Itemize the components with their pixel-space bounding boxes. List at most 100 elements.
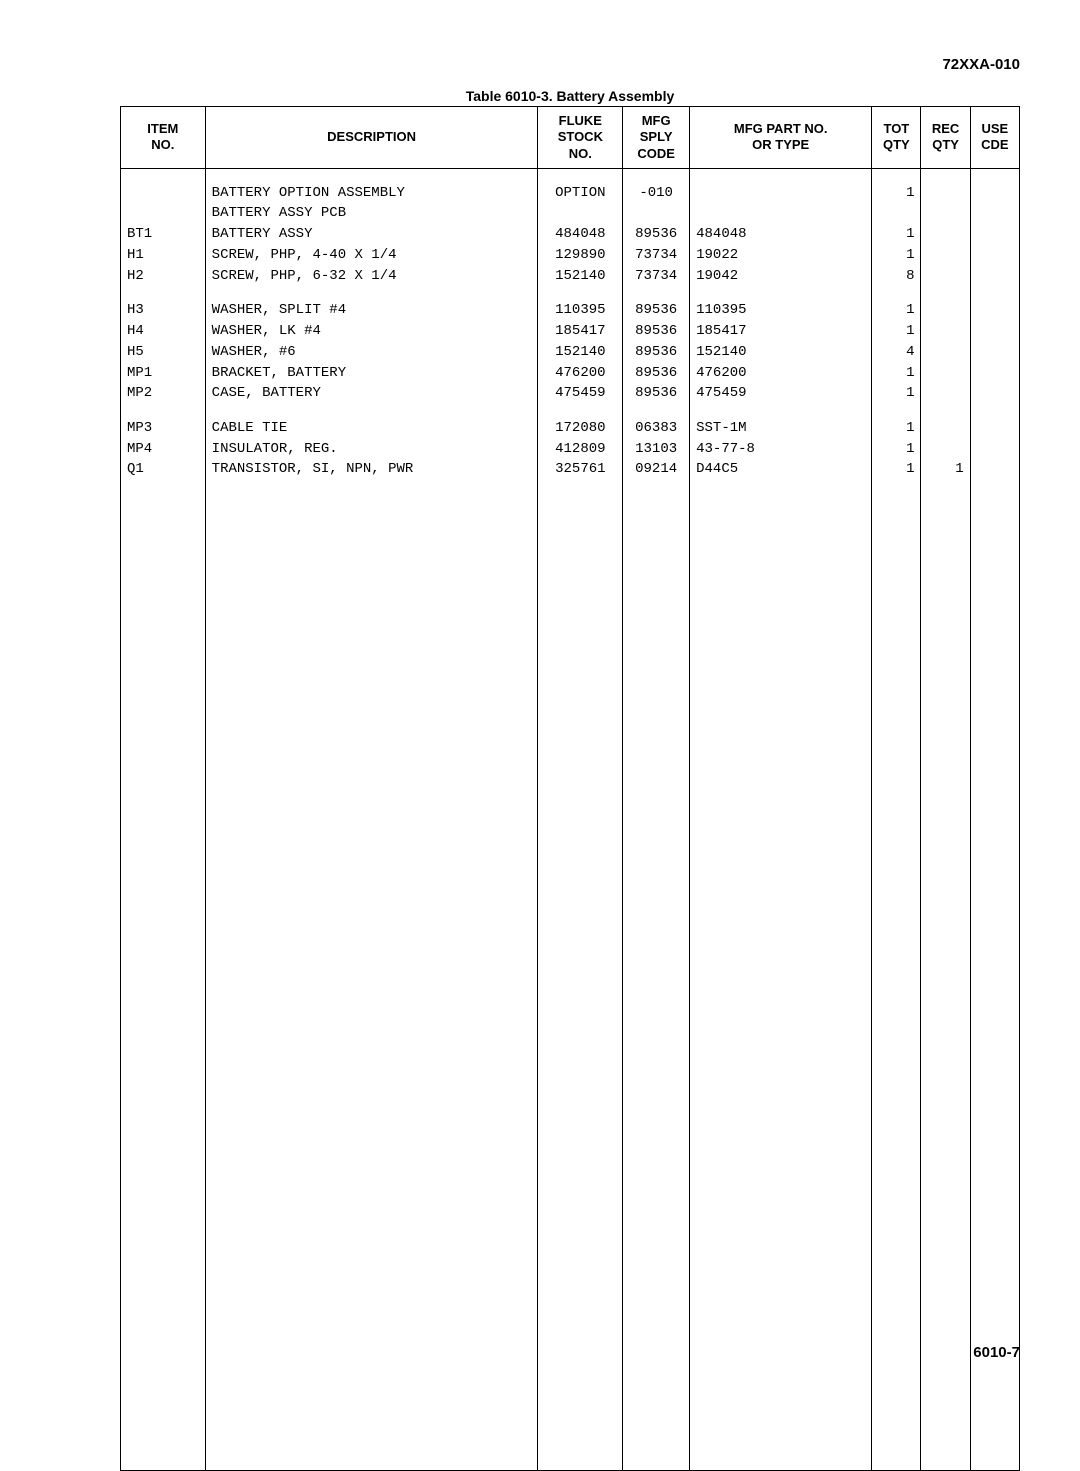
cell-use [970,459,1019,480]
cell-item: MP2 [121,383,206,404]
cell-mfg: SST-1M [690,418,872,439]
cell-rec: 1 [921,459,970,480]
cell-item: H5 [121,342,206,363]
header-rec-qty: RECQTY [921,107,970,169]
cell-tot: 1 [872,321,921,342]
header-description: DESCRIPTION [205,107,538,169]
cell-tot: 1 [872,363,921,384]
cell-mfg: D44C5 [690,459,872,480]
cell-desc: TRANSISTOR, SI, NPN, PWR [205,459,538,480]
cell-desc: CABLE TIE [205,418,538,439]
cell-sply: 09214 [623,459,690,480]
cell-desc: WASHER, SPLIT #4 [205,300,538,321]
table-row: BT1BATTERY ASSY484048895364840481 [121,224,1020,245]
cell-stock: 172080 [538,418,623,439]
cell-mfg: 19022 [690,245,872,266]
header-mfg-part: MFG PART NO.OR TYPE [690,107,872,169]
cell-item [121,203,206,224]
cell-rec [921,383,970,404]
table-title: Table 6010-3. Battery Assembly [120,88,1020,104]
cell-sply: 89536 [623,321,690,342]
page-number: 6010-7 [973,1344,1020,1361]
cell-use [970,363,1019,384]
cell-sply: 89536 [623,383,690,404]
cell-use [970,418,1019,439]
cell-tot [872,203,921,224]
cell-rec [921,183,970,204]
cell-stock: 129890 [538,245,623,266]
cell-rec [921,321,970,342]
cell-sply: 89536 [623,363,690,384]
table-row: BATTERY OPTION ASSEMBLYOPTION-0101 [121,183,1020,204]
cell-stock [538,203,623,224]
cell-item: MP3 [121,418,206,439]
header-mfg-sply: MFGSPLYCODE [623,107,690,169]
cell-desc: WASHER, LK #4 [205,321,538,342]
cell-use [970,321,1019,342]
cell-rec [921,224,970,245]
cell-tot: 1 [872,459,921,480]
header-item-no: ITEMNO. [121,107,206,169]
cell-desc: BATTERY OPTION ASSEMBLY [205,183,538,204]
cell-desc: BATTERY ASSY [205,224,538,245]
cell-tot: 1 [872,245,921,266]
cell-stock: 185417 [538,321,623,342]
cell-desc: INSULATOR, REG. [205,439,538,460]
cell-desc: SCREW, PHP, 4-40 X 1/4 [205,245,538,266]
cell-rec [921,266,970,287]
cell-sply: 89536 [623,342,690,363]
cell-item: H4 [121,321,206,342]
cell-tot: 8 [872,266,921,287]
cell-mfg: 476200 [690,363,872,384]
cell-mfg: 43-77-8 [690,439,872,460]
cell-item: Q1 [121,459,206,480]
cell-item: H3 [121,300,206,321]
table-row: MP1BRACKET, BATTERY476200895364762001 [121,363,1020,384]
table-row: H5WASHER, #6152140895361521404 [121,342,1020,363]
header-tot-qty: TOTQTY [872,107,921,169]
cell-rec [921,245,970,266]
cell-desc: BRACKET, BATTERY [205,363,538,384]
cell-tot: 1 [872,383,921,404]
cell-rec [921,203,970,224]
cell-tot: 1 [872,183,921,204]
cell-sply: 89536 [623,300,690,321]
cell-stock: 484048 [538,224,623,245]
cell-tot: 4 [872,342,921,363]
cell-rec [921,439,970,460]
table-row: MP2CASE, BATTERY475459895364754591 [121,383,1020,404]
cell-rec [921,418,970,439]
cell-use [970,266,1019,287]
cell-stock: 475459 [538,383,623,404]
cell-sply: -010 [623,183,690,204]
table-row: Q1TRANSISTOR, SI, NPN, PWR32576109214D44… [121,459,1020,480]
cell-sply [623,203,690,224]
cell-use [970,203,1019,224]
cell-use [970,183,1019,204]
cell-mfg: 19042 [690,266,872,287]
table-row: MP3CABLE TIE17208006383SST-1M1 [121,418,1020,439]
cell-stock: 152140 [538,266,623,287]
parts-table: ITEMNO. DESCRIPTION FLUKESTOCKNO. MFGSPL… [120,106,1020,1471]
cell-use [970,300,1019,321]
cell-use [970,439,1019,460]
cell-item: MP4 [121,439,206,460]
cell-mfg: 484048 [690,224,872,245]
cell-use [970,245,1019,266]
cell-stock: 152140 [538,342,623,363]
cell-stock: 412809 [538,439,623,460]
cell-item [121,183,206,204]
cell-mfg [690,203,872,224]
table-row: H2SCREW, PHP, 6-32 X 1/41521407373419042… [121,266,1020,287]
header-use-cde: USECDE [970,107,1019,169]
cell-sply: 06383 [623,418,690,439]
document-id: 72XXA-010 [942,56,1020,73]
cell-item: BT1 [121,224,206,245]
cell-stock: 476200 [538,363,623,384]
cell-item: MP1 [121,363,206,384]
table-row: H3WASHER, SPLIT #4110395895361103951 [121,300,1020,321]
table-row: BATTERY ASSY PCB [121,203,1020,224]
cell-use [970,224,1019,245]
cell-item: H2 [121,266,206,287]
table-row: MP4INSULATOR, REG.4128091310343-77-81 [121,439,1020,460]
